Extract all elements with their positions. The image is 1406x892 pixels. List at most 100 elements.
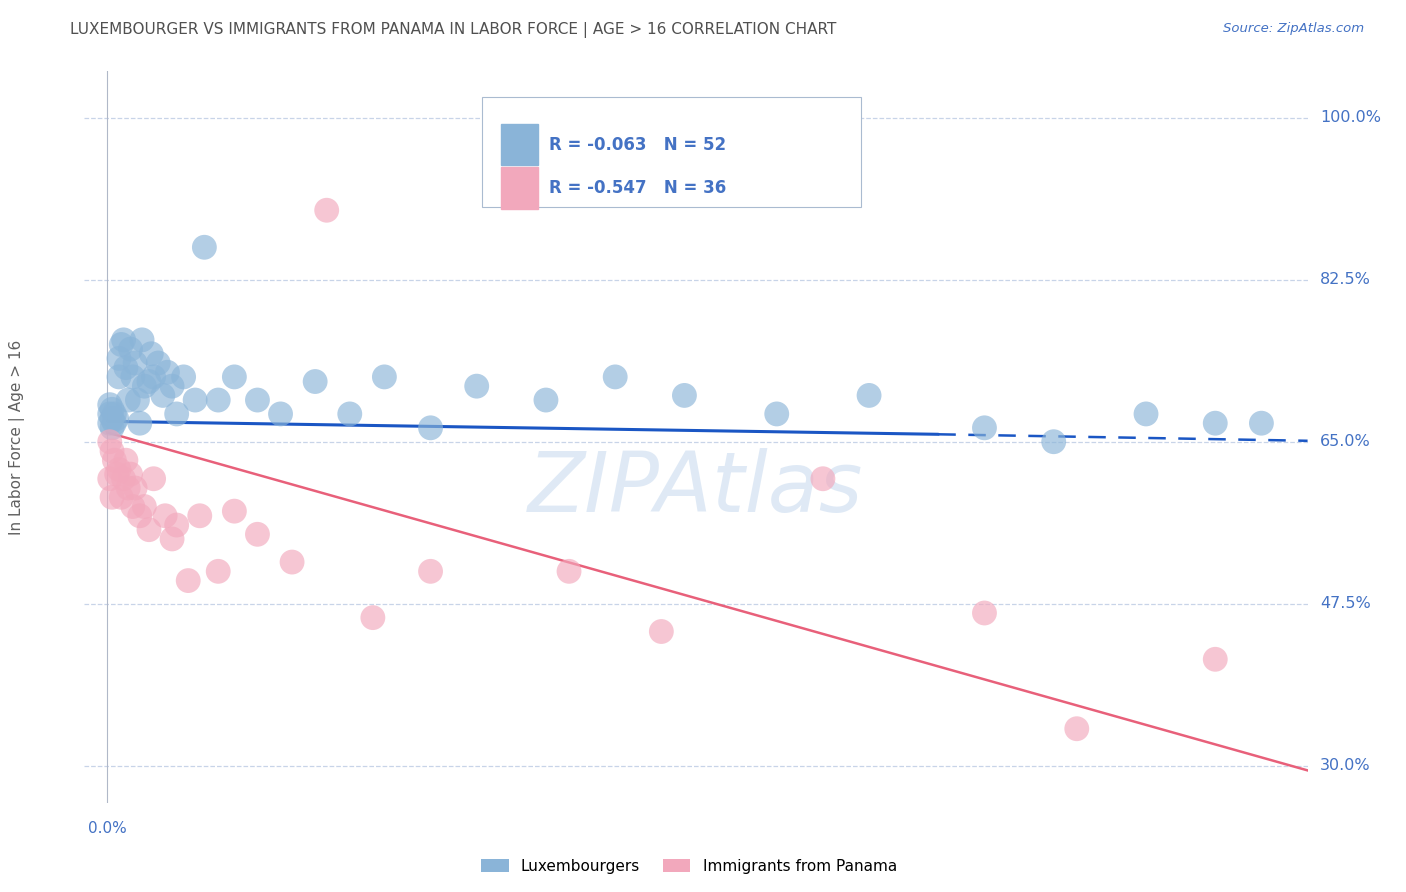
Point bbox=[361, 610, 384, 624]
Point bbox=[105, 467, 128, 482]
Point bbox=[121, 370, 143, 384]
Point bbox=[112, 333, 135, 347]
Text: 0.0%: 0.0% bbox=[89, 821, 127, 836]
Point bbox=[98, 472, 121, 486]
Point bbox=[101, 411, 124, 425]
Point bbox=[117, 392, 139, 407]
Point bbox=[1250, 416, 1272, 430]
Point bbox=[1066, 722, 1088, 736]
Point bbox=[765, 407, 787, 421]
Point bbox=[419, 421, 441, 435]
Point bbox=[138, 375, 160, 389]
Text: In Labor Force | Age > 16: In Labor Force | Age > 16 bbox=[8, 340, 25, 534]
Point bbox=[128, 416, 150, 430]
Point bbox=[315, 203, 337, 218]
Point bbox=[973, 606, 995, 620]
Legend: Luxembourgers, Immigrants from Panama: Luxembourgers, Immigrants from Panama bbox=[475, 853, 903, 880]
Point bbox=[98, 407, 121, 421]
Point bbox=[98, 398, 121, 412]
Point bbox=[270, 407, 292, 421]
Point bbox=[142, 472, 165, 486]
Text: LUXEMBOURGER VS IMMIGRANTS FROM PANAMA IN LABOR FORCE | AGE > 16 CORRELATION CHA: LUXEMBOURGER VS IMMIGRANTS FROM PANAMA I… bbox=[70, 22, 837, 38]
Point bbox=[184, 392, 207, 407]
Point bbox=[858, 388, 880, 402]
Point bbox=[124, 356, 146, 370]
Point bbox=[1042, 434, 1064, 449]
Point bbox=[115, 453, 138, 467]
Text: 65.0%: 65.0% bbox=[1320, 434, 1371, 450]
Point bbox=[605, 370, 627, 384]
Point bbox=[117, 481, 139, 495]
Point bbox=[160, 532, 183, 546]
Point bbox=[98, 416, 121, 430]
Point bbox=[1135, 407, 1157, 421]
Point bbox=[207, 565, 229, 579]
Point bbox=[101, 490, 124, 504]
Point bbox=[224, 504, 246, 518]
Point bbox=[373, 370, 395, 384]
Point bbox=[558, 565, 581, 579]
Point bbox=[120, 467, 142, 482]
Text: 47.5%: 47.5% bbox=[1320, 596, 1371, 611]
Point bbox=[108, 370, 131, 384]
Point bbox=[419, 565, 441, 579]
Point bbox=[110, 337, 132, 351]
Point bbox=[246, 527, 269, 541]
Point bbox=[142, 370, 165, 384]
Point bbox=[103, 407, 125, 421]
Point bbox=[156, 365, 179, 379]
Point bbox=[120, 342, 142, 356]
Point bbox=[534, 392, 557, 407]
Point bbox=[166, 518, 188, 533]
Point bbox=[166, 407, 188, 421]
Point bbox=[465, 379, 488, 393]
Text: 30.0%: 30.0% bbox=[1320, 758, 1371, 773]
Point bbox=[160, 379, 183, 393]
Point bbox=[141, 347, 163, 361]
Point bbox=[207, 392, 229, 407]
Point bbox=[131, 333, 153, 347]
Point bbox=[128, 508, 150, 523]
Point bbox=[173, 370, 195, 384]
Point bbox=[281, 555, 304, 569]
Point bbox=[1204, 652, 1226, 666]
Point bbox=[127, 392, 149, 407]
Point bbox=[112, 472, 135, 486]
Point bbox=[188, 508, 211, 523]
Point bbox=[339, 407, 361, 421]
Text: R = -0.063   N = 52: R = -0.063 N = 52 bbox=[550, 136, 727, 153]
Text: 82.5%: 82.5% bbox=[1320, 272, 1371, 287]
Point bbox=[105, 411, 128, 425]
Point bbox=[101, 444, 124, 458]
Point bbox=[650, 624, 672, 639]
Point bbox=[101, 421, 124, 435]
Text: R = -0.547   N = 36: R = -0.547 N = 36 bbox=[550, 178, 727, 196]
Point bbox=[224, 370, 246, 384]
Point bbox=[115, 360, 138, 375]
Point bbox=[121, 500, 143, 514]
Point bbox=[193, 240, 215, 254]
Point bbox=[103, 416, 125, 430]
FancyBboxPatch shape bbox=[482, 97, 860, 207]
FancyBboxPatch shape bbox=[502, 124, 538, 166]
Text: ZIPAtlas: ZIPAtlas bbox=[529, 448, 863, 529]
Point bbox=[246, 392, 269, 407]
Point bbox=[177, 574, 200, 588]
Point bbox=[152, 388, 174, 402]
Point bbox=[811, 472, 834, 486]
Text: 100.0%: 100.0% bbox=[1320, 110, 1381, 125]
Point bbox=[101, 402, 124, 417]
Point bbox=[108, 462, 131, 476]
Point bbox=[134, 379, 156, 393]
Point bbox=[673, 388, 696, 402]
Point bbox=[103, 453, 125, 467]
Point bbox=[973, 421, 995, 435]
Point bbox=[153, 508, 176, 523]
Point bbox=[108, 351, 131, 366]
Point bbox=[134, 500, 156, 514]
Text: Source: ZipAtlas.com: Source: ZipAtlas.com bbox=[1223, 22, 1364, 36]
Point bbox=[148, 356, 170, 370]
Point bbox=[304, 375, 326, 389]
Point bbox=[98, 434, 121, 449]
Point bbox=[138, 523, 160, 537]
